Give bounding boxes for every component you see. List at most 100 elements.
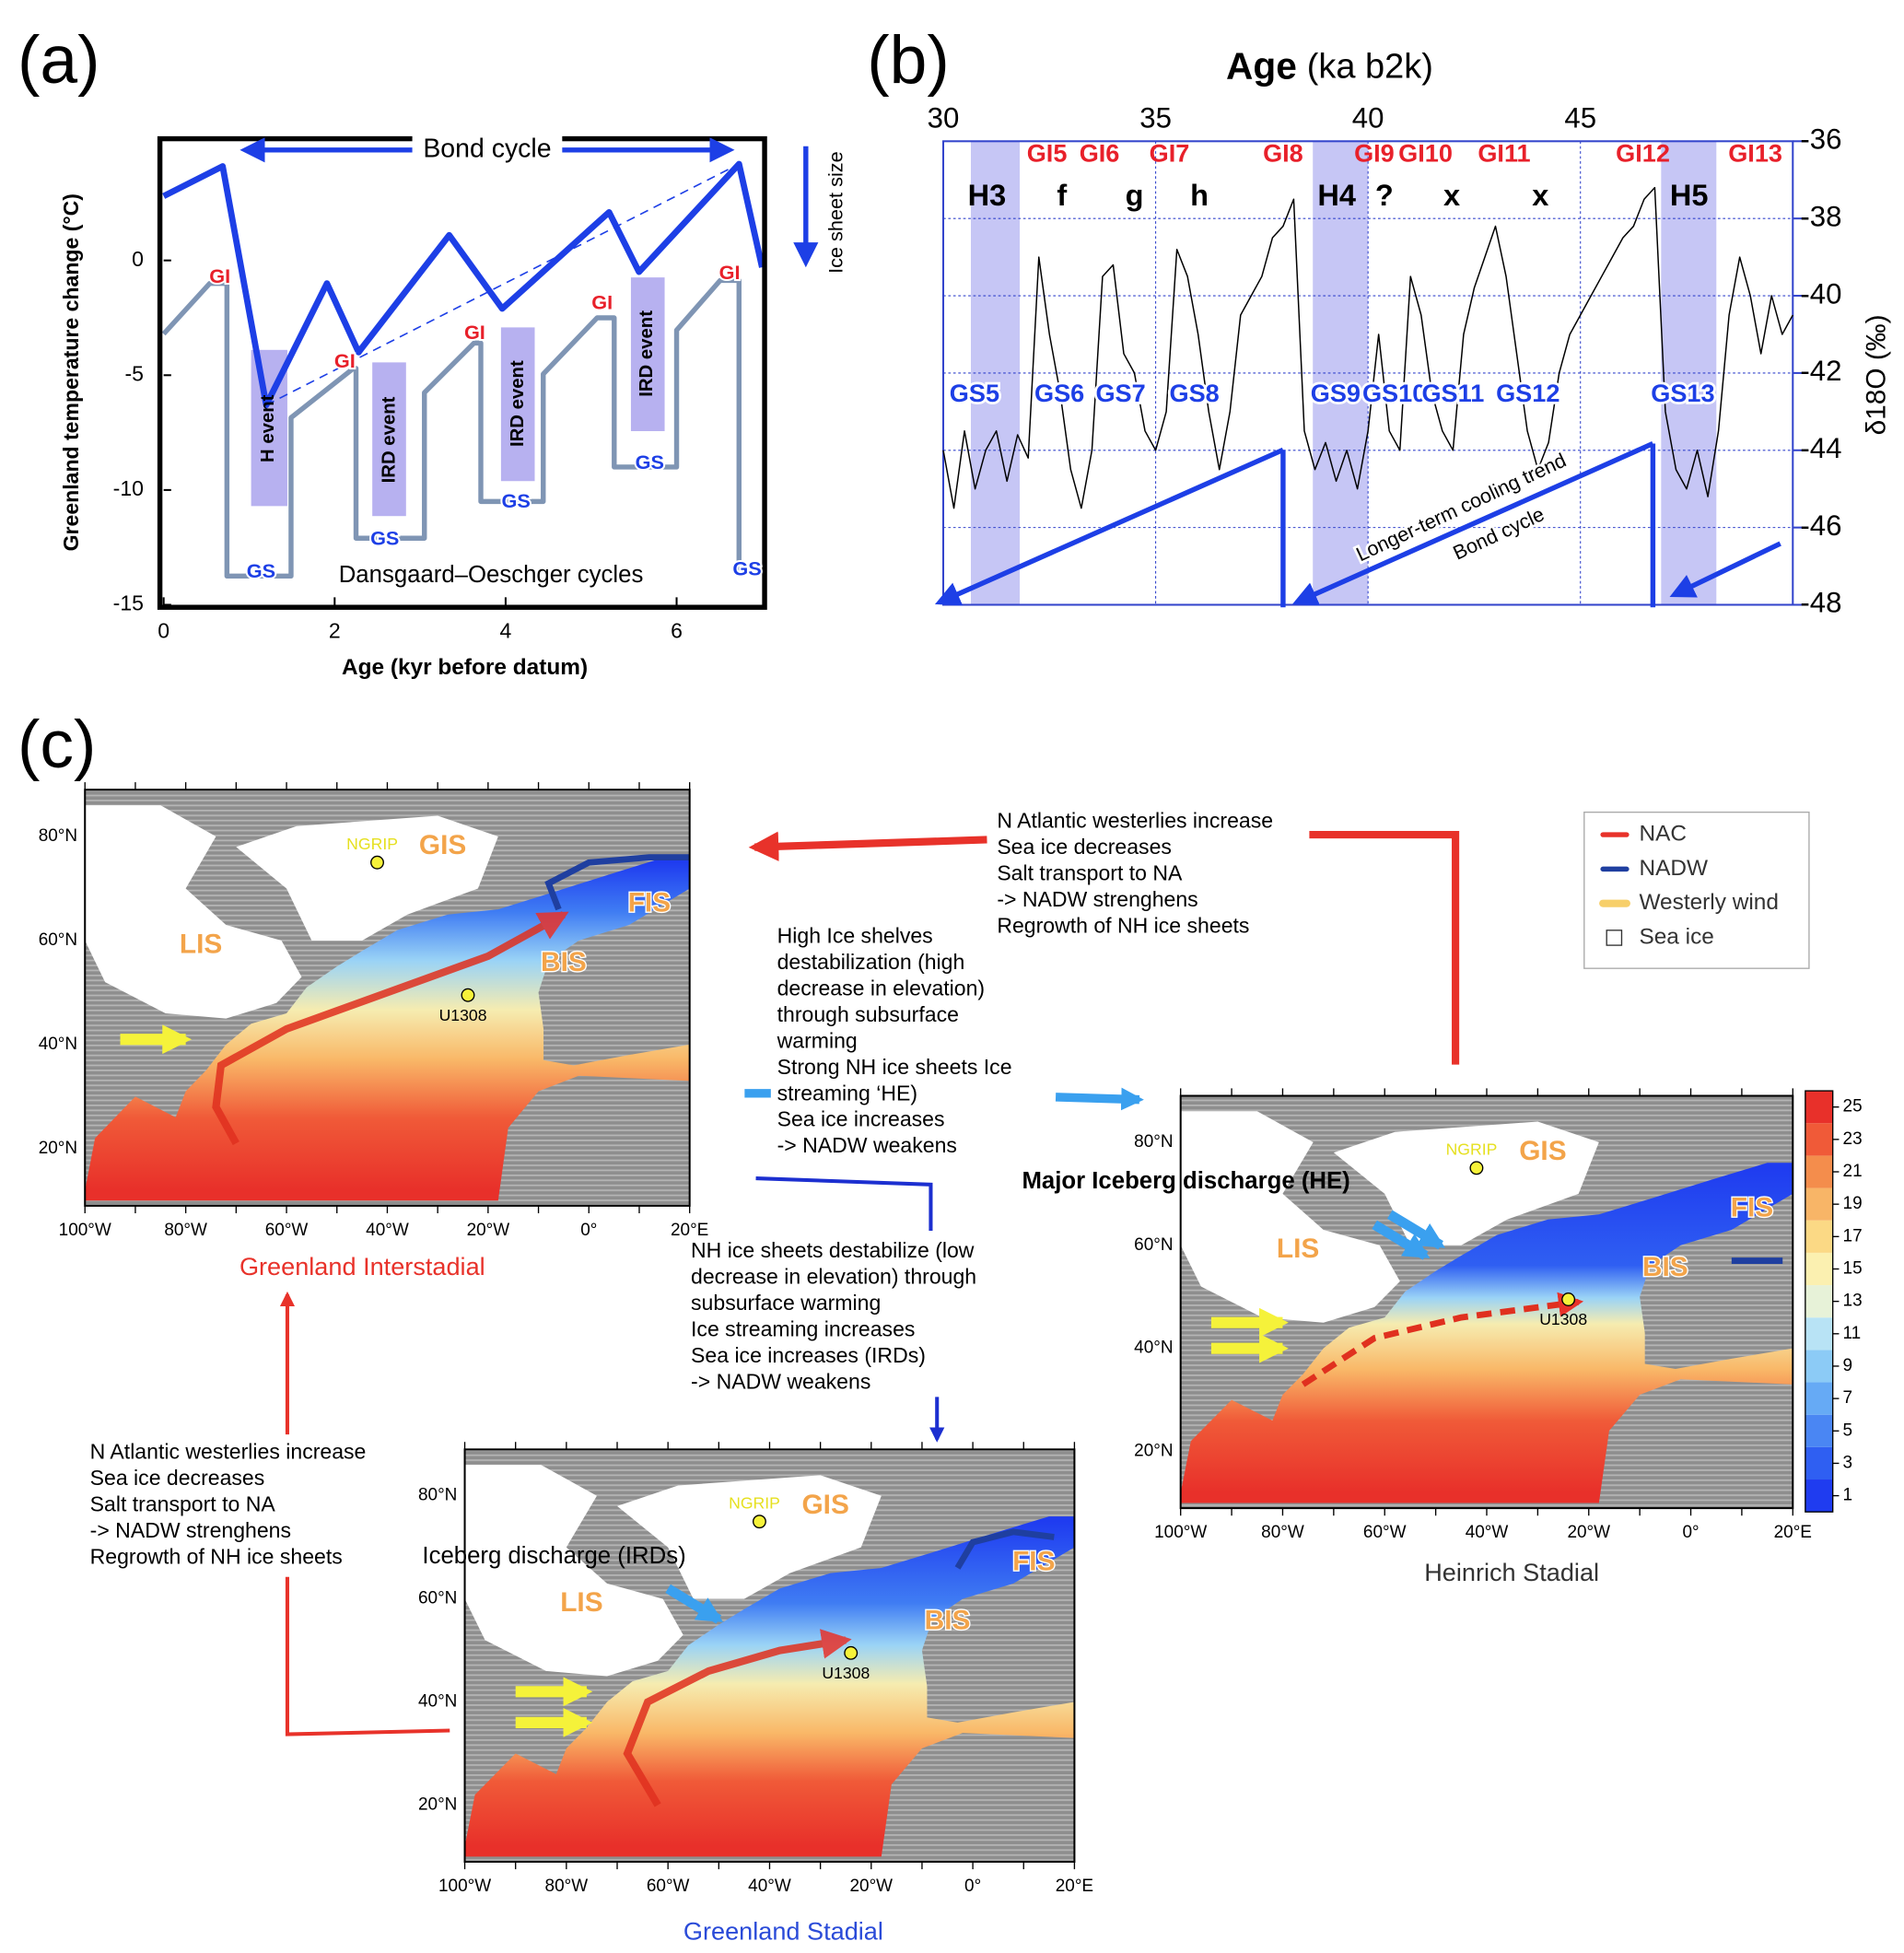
connector [748,831,987,862]
panel-label: (b) [867,22,950,98]
ice-sheet [1333,1121,1599,1245]
ice-sheet [617,1475,882,1599]
data-line [161,277,742,579]
lat-label: 40°N [418,1692,457,1712]
plot-frame [941,140,1794,606]
colorbar-label: 17 [1843,1226,1863,1245]
gs-label: GS [501,489,530,512]
ocean [464,1516,1075,1857]
colorbar-label: 3 [1843,1453,1853,1472]
lon-label: 60°W [1363,1523,1407,1542]
lat-label: 40°N [39,1035,77,1054]
map-subtitle: Major Iceberg discharge (HE) [1022,1168,1349,1194]
x-tick-label: 0 [158,618,169,642]
site-label: U1308 [439,1006,487,1024]
gi-label: GI [464,321,485,344]
process-text: -> NADW weakens [691,1370,870,1394]
process-text: subsurface warming [691,1291,881,1315]
lat-label: 60°N [1134,1235,1173,1255]
gi-label: GI9 [1354,138,1395,167]
process-text: streaming ‘HE) [777,1081,917,1105]
y-axis-label: Greenland temperature change (°C) [59,193,83,551]
process-text: Sea ice increases [777,1107,945,1131]
x-axis-label: Age [1226,44,1297,87]
lat-label: 20°N [418,1795,457,1814]
panel-label: (c) [18,707,96,782]
gi-label: GI [209,264,230,287]
event-label: IRD event [508,360,528,447]
ice-sheet [236,815,498,941]
process-text: N Atlantic westerlies increase [90,1440,367,1464]
stadial-mark: ? [1375,179,1394,212]
colorbar-band [1805,1317,1833,1351]
colorbar-label: 1 [1843,1486,1853,1505]
y-tick-label: -5 [124,361,144,385]
site-label: U1308 [1539,1310,1587,1328]
colorbar-label: 5 [1843,1421,1853,1440]
lon-label: 100°W [1154,1523,1207,1542]
process-text: Ice streaming increases [691,1317,915,1341]
band-label: H3 [968,179,1007,212]
process-text: through subsurface [777,1002,959,1026]
stadial-mark: g [1126,179,1144,212]
ice-sheet-label: GIS [1519,1136,1566,1166]
ice-sheet-label: LIS [180,929,222,959]
process-text: Regrowth of NH ice sheets [90,1544,343,1568]
colorbar-label: 13 [1843,1292,1863,1311]
y-tick-label: -48 [1800,587,1841,619]
connector [285,1576,450,1737]
site-dot [844,1645,859,1660]
site-dot [370,855,384,870]
nadw-flow [544,854,690,911]
legend-label: NAC [1639,822,1687,847]
iceberg-arrow [1372,1220,1431,1260]
site-dot [752,1514,766,1529]
gs-label: GS [636,450,664,474]
lon-label: 100°W [438,1877,491,1896]
connector [755,1176,933,1232]
gi-label: GI11 [1478,138,1530,167]
gs-label: GS10 [1362,379,1426,407]
y-tick-label: 0 [132,247,144,271]
y-tick-label: -38 [1800,200,1841,232]
label-bg [412,134,563,166]
event-box [372,362,406,517]
x-tick-label: 30 [928,101,960,134]
y-axis-label: δ18O (‰) [1861,314,1891,435]
process-text: Strong NH ice sheets Ice [777,1055,1012,1079]
lon-label: 40°W [1466,1523,1509,1542]
gi-label: GI [719,261,741,284]
process-text: Salt transport to NA [90,1491,276,1515]
ice-sheet-label: BIS [541,947,587,977]
gs-label: GS8 [1169,379,1219,407]
process-text: destabilization (high [777,950,965,974]
lon-label: 20°W [849,1877,893,1896]
process-text: -> NADW strenghens [997,887,1197,911]
ice-sheet-label: BIS [925,1606,971,1636]
process-text: -> NADW strenghens [90,1518,291,1542]
legend-label: Sea ice [1639,924,1713,949]
site-dot [1561,1292,1576,1306]
site-label: NGRIP [346,835,398,853]
legend-label: Westerly wind [1639,890,1778,915]
gs-label: GS11 [1421,379,1484,407]
site-dot [1469,1161,1484,1175]
lon-label: 80°W [545,1877,589,1896]
lat-label: 80°N [39,826,77,846]
ice-sheet-label: BIS [1642,1252,1688,1282]
map-subtitle: Iceberg discharge (IRDs) [422,1543,685,1569]
lat-label: 40°N [1134,1339,1173,1358]
x-tick-label: 45 [1564,101,1596,134]
x-tick-label: 2 [329,618,341,642]
band-label: H5 [1670,179,1709,212]
lon-label: 20°W [1567,1523,1610,1542]
gs-label: GS5 [950,379,999,407]
site-label: U1308 [822,1664,870,1682]
colorbar-label: 21 [1843,1162,1863,1181]
colorbar-band [1805,1155,1833,1188]
gi-label: GI [591,290,613,313]
gs-label: GS [732,556,761,579]
lon-label: 20°E [1056,1877,1093,1896]
site-label: NGRIP [729,1493,780,1512]
x-tick-label: 40 [1352,101,1384,134]
